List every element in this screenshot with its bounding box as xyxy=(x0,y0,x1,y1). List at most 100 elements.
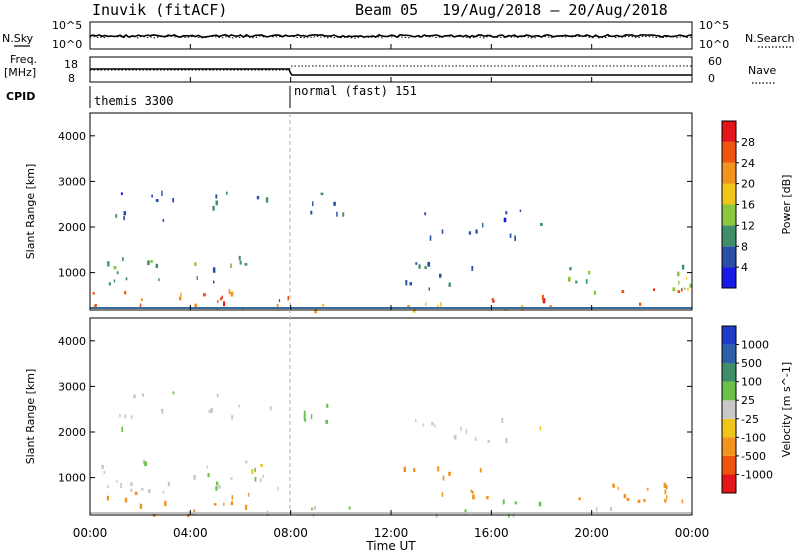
scatter-region-6 xyxy=(415,418,542,444)
velocity-heatmap xyxy=(90,391,692,518)
colorbar-swatch-6 xyxy=(722,363,736,382)
scatter-region-2 xyxy=(107,255,248,286)
cpid-segment-2: normal (fast) 151 xyxy=(294,84,417,98)
noise-sky-label: N.Sky xyxy=(2,32,34,45)
colorbar-tick-label-3: 25 xyxy=(741,394,755,407)
colorbar-swatch-3 xyxy=(722,204,736,226)
y-tick-label-3: 4000 xyxy=(58,335,86,348)
velocity-panel: 1000 2000 3000 4000 Slant Range [km] 1000 50… xyxy=(24,317,793,518)
scatter-region-2 xyxy=(193,465,279,491)
power-y-axis-label: Slant Range [km] xyxy=(24,164,37,260)
colorbar-tick-label-0: 4 xyxy=(741,261,748,274)
cpid-segment-1: themis 3300 xyxy=(94,94,173,108)
noise-left-tick-bottom: 10^0 xyxy=(52,38,82,51)
freq-unit-label: [MHz] xyxy=(4,66,36,79)
scatter-region-4 xyxy=(208,393,272,420)
colorbar-tick-label-4: 20 xyxy=(741,178,755,191)
colorbar-swatch-5 xyxy=(722,381,736,401)
cpid-label: CPID xyxy=(6,90,35,103)
colorbar-frame xyxy=(721,325,737,494)
colorbar-tick-label-2: 12 xyxy=(741,219,755,232)
colorbar-tick-label-6: -500 xyxy=(741,450,766,463)
noise-sky-trace xyxy=(89,33,693,39)
colorbar-tick-label-4: -25 xyxy=(741,413,759,426)
y-tick-label-0: 1000 xyxy=(58,267,86,280)
y-tick-label-2: 3000 xyxy=(58,380,86,393)
colorbar-swatch-4 xyxy=(722,183,736,205)
cpid-row: CPID themis 3300 normal (fast) 151 xyxy=(6,84,417,108)
colorbar-tick-label-3: 16 xyxy=(741,199,755,212)
time-axis: 00:00 04:00 08:00 12:00 16:00 20:00 00:00 xyxy=(73,44,710,540)
x-tick-label-5: 20:00 xyxy=(574,526,609,540)
scatter-region-5 xyxy=(303,403,329,424)
colorbar-swatch-7 xyxy=(722,344,736,364)
scatter-region-10 xyxy=(403,466,489,500)
colorbar-swatch-5 xyxy=(722,162,736,184)
date-range: 19/Aug/2018 – 20/Aug/2018 xyxy=(442,1,668,19)
colorbar-tick-label-1: 500 xyxy=(741,357,762,370)
colorbar-swatch-7 xyxy=(722,121,736,142)
y-tick-label-1: 2000 xyxy=(58,426,86,439)
scatter-region-0 xyxy=(92,289,279,311)
freq-left-tick-bottom: 8 xyxy=(68,72,75,85)
colorbar-tick-label-7: -1000 xyxy=(741,468,773,481)
colorbar-swatch-4 xyxy=(722,400,736,419)
colorbar-swatch-1 xyxy=(722,246,736,268)
colorbar-swatch-2 xyxy=(722,437,736,456)
scatter-region-10 xyxy=(621,288,683,306)
y-tick-label-1: 2000 xyxy=(58,221,86,234)
y-tick-label-2: 3000 xyxy=(58,175,86,188)
x-tick-label-0: 00:00 xyxy=(73,526,108,540)
colorbar-swatch-6 xyxy=(722,141,736,163)
freq-right-tick-bottom: 0 xyxy=(708,72,715,85)
colorbar-tick-label-0: 1000 xyxy=(741,339,769,352)
freq-label: Freq. xyxy=(10,53,37,66)
x-tick-label-1: 04:00 xyxy=(173,526,208,540)
colorbar-swatch-1 xyxy=(722,455,736,475)
colorbar-swatch-2 xyxy=(722,225,736,247)
scatter-region-6 xyxy=(424,209,543,241)
x-tick-label-6: 00:00 xyxy=(675,526,710,540)
colorbar-tick-label-5: 24 xyxy=(741,157,755,170)
freq-left-tick-top: 18 xyxy=(64,58,78,71)
freq-right-tick-top: 60 xyxy=(708,55,722,68)
colorbar-swatch-0 xyxy=(722,267,736,288)
velocity-y-axis-label: Slant Range [km] xyxy=(24,369,37,465)
colorbar-tick-label-2: 100 xyxy=(741,376,762,389)
noise-right-tick-bottom: 10^0 xyxy=(699,38,729,51)
noise-right-tick-top: 10^5 xyxy=(699,19,729,32)
scatter-region-11 xyxy=(405,261,474,291)
noise-left-tick-top: 10^5 xyxy=(52,19,82,32)
x-axis-label: Time UT xyxy=(365,539,416,553)
scatter-region-4 xyxy=(212,191,269,211)
scatter-region-9 xyxy=(568,264,693,295)
y-tick-label-3: 4000 xyxy=(58,130,86,143)
scatter-region-9 xyxy=(578,482,684,504)
power-colorbar-label: Power [dB] xyxy=(780,175,793,235)
power-heatmap xyxy=(90,190,693,314)
y-tick-label-0: 1000 xyxy=(58,472,86,485)
x-tick-label-3: 12:00 xyxy=(374,526,409,540)
x-tick-label-4: 16:00 xyxy=(474,526,509,540)
beam-label: Beam 05 xyxy=(355,1,418,19)
x-tick-label-2: 08:00 xyxy=(273,526,308,540)
scatter-region-8 xyxy=(491,294,546,304)
scatter-region-1 xyxy=(101,459,264,494)
scatter-region-3 xyxy=(115,190,174,222)
noise-panel: N.Sky 10^5 10^0 10^5 10^0 N.Search xyxy=(2,19,795,51)
colorbar-tick-label-5: -100 xyxy=(741,431,766,444)
scatter-region-3 xyxy=(119,391,175,432)
velocity-colorbar-label: Velocity [m s^-1] xyxy=(780,362,793,457)
colorbar-swatch-8 xyxy=(722,326,736,345)
colorbar-tick-label-1: 8 xyxy=(741,240,748,253)
power-panel: 1000 2000 3000 4000 Slant Range [km] 4 8 12 16… xyxy=(24,112,793,314)
colorbar-swatch-3 xyxy=(722,418,736,438)
freq-trace xyxy=(90,68,692,76)
colorbar-swatch-0 xyxy=(722,474,736,493)
colorbar-tick-label-6: 28 xyxy=(741,136,755,149)
station-title: Inuvik (fitACF) xyxy=(92,1,227,19)
noise-search-label: N.Search xyxy=(745,32,795,45)
freq-panel: Freq. [MHz] 18 8 60 0 Nave xyxy=(4,53,776,85)
scatter-region-1 xyxy=(220,295,289,307)
